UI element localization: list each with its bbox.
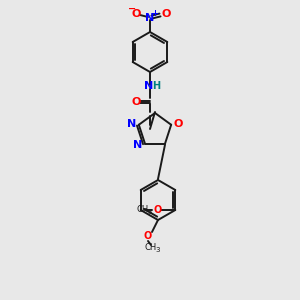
Text: O: O [153, 205, 161, 215]
Text: N: N [146, 13, 154, 23]
Text: CH: CH [136, 206, 148, 214]
Text: O: O [173, 119, 183, 129]
Text: O: O [131, 9, 141, 19]
Text: +: + [152, 10, 158, 19]
Text: H: H [152, 81, 160, 91]
Text: CH: CH [145, 244, 157, 253]
Text: N: N [127, 119, 136, 129]
Text: O: O [144, 231, 152, 241]
Text: 3: 3 [156, 247, 160, 253]
Text: N: N [144, 81, 154, 91]
Text: O: O [131, 97, 141, 107]
Text: O: O [161, 9, 171, 19]
Text: N: N [134, 140, 142, 150]
Text: −: − [128, 4, 136, 14]
Text: 3: 3 [147, 209, 152, 215]
